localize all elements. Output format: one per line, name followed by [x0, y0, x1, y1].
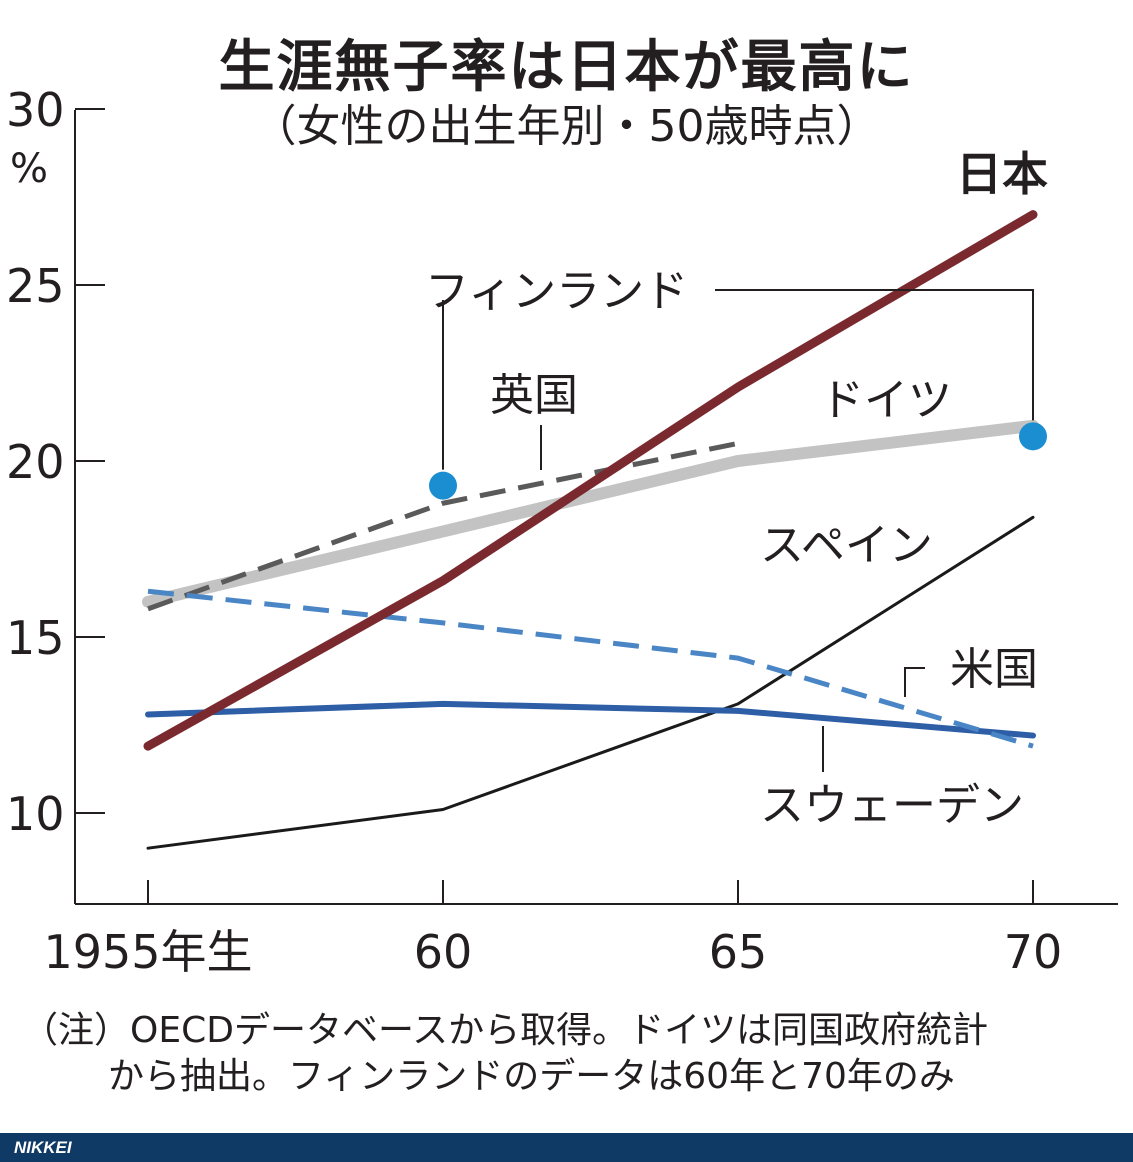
series-label-sweden: スウェーデン — [760, 780, 1024, 831]
y-tick-label-20: 20 — [6, 435, 65, 489]
y-tick-label-10: 10 — [6, 787, 65, 841]
y-tick-label-30: 30 — [6, 83, 65, 137]
series-label-finland: フィンランド — [425, 266, 688, 317]
leader-usa — [904, 667, 925, 697]
y-tick-label-25: 25 — [6, 259, 65, 313]
x-tick-label-1970: 70 — [1004, 925, 1063, 979]
footer-bar: NIKKEI — [0, 1133, 1133, 1162]
series-label-usa: 米国 — [950, 644, 1038, 695]
series-line-usa — [147, 588, 1034, 749]
chart-subtitle: （女性の出生年別・50歳時点） — [252, 101, 881, 152]
series-line-spain — [146, 515, 1035, 850]
y-tick-label-15: 15 — [6, 611, 65, 665]
series-line-sweden — [145, 700, 1036, 739]
x-tick-label-1965: 65 — [709, 925, 768, 979]
series-line-germany — [142, 419, 1039, 608]
leader-finland-70 — [715, 289, 1034, 421]
series-label-japan: 日本 — [956, 147, 1048, 201]
series-line-japan — [143, 210, 1038, 751]
x-tick-label-1955: 1955年生 — [43, 925, 252, 979]
finland-marker-1970 — [1019, 422, 1047, 451]
y-unit-label: % — [10, 146, 48, 192]
series-label-spain: スペイン — [760, 520, 933, 571]
chart-title: 生涯無子率は日本が最高に — [218, 35, 915, 100]
x-tick-label-1960: 60 — [414, 925, 473, 979]
footnote-line-2: から抽出。フィンランドのデータは60年と70年のみ — [108, 1056, 955, 1097]
series-label-germany: ドイツ — [820, 375, 952, 426]
footnote-line-1: （注）OECDデータベースから取得。ドイツは同国政府統計 — [22, 1010, 989, 1051]
finland-marker-1960 — [429, 471, 457, 500]
series-label-uk: 英国 — [490, 370, 578, 421]
series-line-uk — [147, 440, 739, 612]
nikkei-logo: NIKKEI — [14, 1138, 72, 1157]
footnote: （注）OECDデータベースから取得。ドイツは同国政府統計 から抽出。フィンランド… — [22, 1008, 1122, 1100]
